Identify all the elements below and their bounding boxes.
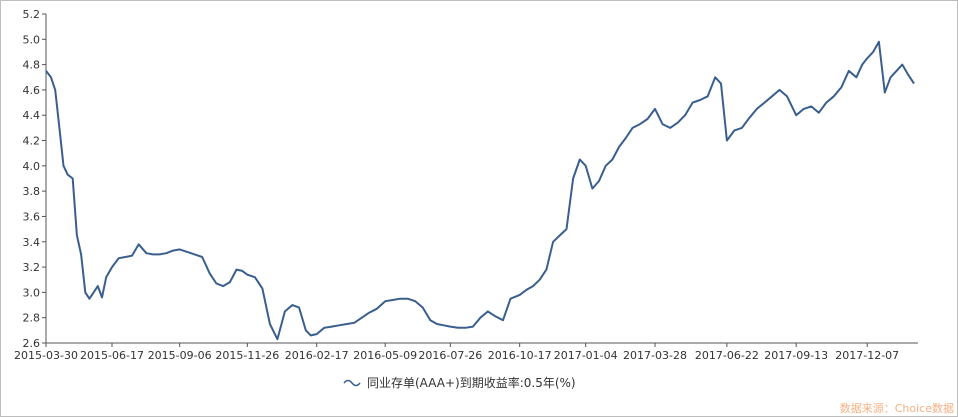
x-tick-label: 2016-05-09 xyxy=(353,349,417,362)
legend-swatch-icon xyxy=(343,379,361,387)
y-tick-label: 3.8 xyxy=(23,185,41,198)
series-line xyxy=(45,40,915,341)
legend-label: 同业存单(AAA+)到期收益率:0.5年(%) xyxy=(367,375,576,390)
y-tick-label: 2.6 xyxy=(23,337,41,350)
x-tick-label: 2016-07-26 xyxy=(418,349,482,362)
x-tick-label: 2015-11-26 xyxy=(215,349,279,362)
y-tick-label: 3.0 xyxy=(23,286,41,299)
x-tick-label: 2017-01-04 xyxy=(554,349,618,362)
y-tick-label: 4.0 xyxy=(23,160,41,173)
legend: 同业存单(AAA+)到期收益率:0.5年(%) xyxy=(343,375,576,390)
x-tick-label: 2017-06-22 xyxy=(695,349,759,362)
x-tick-label: 2017-03-28 xyxy=(623,349,687,362)
x-tick-label: 2015-09-06 xyxy=(148,349,212,362)
x-axis: 2015-03-30 2015-06-17 2015-09-06 2015-11-26… xyxy=(14,342,918,362)
y-tick-label: 4.8 xyxy=(23,59,41,72)
y-tick-label: 4.6 xyxy=(23,84,41,97)
y-tick-label: 2.8 xyxy=(23,312,41,325)
series-group xyxy=(45,40,915,341)
y-tick-label: 3.6 xyxy=(23,210,41,223)
y-tick-label: 5.0 xyxy=(23,33,41,46)
y-tick-label: 4.2 xyxy=(23,135,41,148)
y-axis: 2.6 2.8 3.0 3.2 3.4 3.6 3.8 4.0 4.2 4.4 4.6 4.8 5.0 5… xyxy=(23,8,47,350)
x-tick-label: 2015-06-17 xyxy=(80,349,144,362)
x-tick-label: 2015-03-30 xyxy=(14,349,78,362)
source-note: 数据来源：Choice数据 xyxy=(839,402,954,415)
y-tick-label: 3.2 xyxy=(23,261,41,274)
x-tick-label: 2017-09-13 xyxy=(764,349,828,362)
x-tick-label: 2016-02-17 xyxy=(285,349,349,362)
y-tick-label: 5.2 xyxy=(23,8,41,21)
y-tick-label: 3.4 xyxy=(23,236,41,249)
x-tick-label: 2017-12-07 xyxy=(835,349,899,362)
y-tick-label: 4.4 xyxy=(23,109,41,122)
x-tick-label: 2016-10-17 xyxy=(488,349,552,362)
